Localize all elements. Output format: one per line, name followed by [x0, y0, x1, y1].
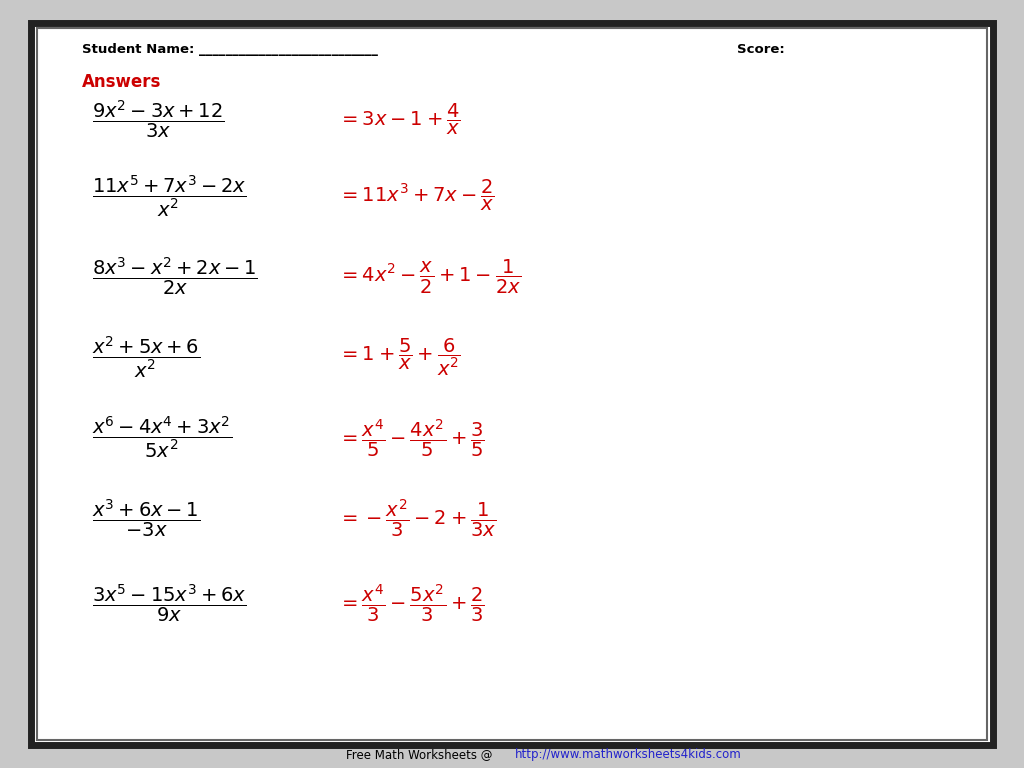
Text: $= 4x^2 - \dfrac{x}{2} + 1 - \dfrac{1}{2x}$: $= 4x^2 - \dfrac{x}{2} + 1 - \dfrac{1}{2…	[338, 257, 521, 296]
Text: $\dfrac{9x^2 - 3x + 12}{3x}$: $\dfrac{9x^2 - 3x + 12}{3x}$	[92, 98, 225, 140]
Text: Score:: Score:	[737, 44, 785, 56]
Text: Answers: Answers	[82, 73, 162, 91]
Text: $\dfrac{11x^5 + 7x^3 - 2x}{x^2}$: $\dfrac{11x^5 + 7x^3 - 2x}{x^2}$	[92, 173, 247, 219]
Text: $\dfrac{x^3 + 6x - 1}{-3x}$: $\dfrac{x^3 + 6x - 1}{-3x}$	[92, 498, 201, 539]
Text: Free Math Worksheets @: Free Math Worksheets @	[346, 748, 497, 760]
Text: $\dfrac{8x^3 - x^2 + 2x - 1}{2x}$: $\dfrac{8x^3 - x^2 + 2x - 1}{2x}$	[92, 256, 258, 297]
Text: $= 11x^3 + 7x - \dfrac{2}{x}$: $= 11x^3 + 7x - \dfrac{2}{x}$	[338, 178, 495, 214]
Text: $\dfrac{3x^5 - 15x^3 + 6x}{9x}$: $\dfrac{3x^5 - 15x^3 + 6x}{9x}$	[92, 582, 247, 624]
Text: $= 1 + \dfrac{5}{x} + \dfrac{6}{x^2}$: $= 1 + \dfrac{5}{x} + \dfrac{6}{x^2}$	[338, 336, 461, 378]
Text: $\dfrac{x^2 + 5x + 6}{x^2}$: $\dfrac{x^2 + 5x + 6}{x^2}$	[92, 334, 201, 380]
Text: Student Name: ___________________________: Student Name: __________________________…	[82, 44, 378, 56]
Text: http://www.mathworksheets4kids.com: http://www.mathworksheets4kids.com	[515, 748, 741, 760]
Text: $= \dfrac{x^4}{3} - \dfrac{5x^2}{3} + \dfrac{2}{3}$: $= \dfrac{x^4}{3} - \dfrac{5x^2}{3} + \d…	[338, 582, 484, 624]
Text: $= \dfrac{x^4}{5} - \dfrac{4x^2}{5} + \dfrac{3}{5}$: $= \dfrac{x^4}{5} - \dfrac{4x^2}{5} + \d…	[338, 417, 484, 458]
Text: $= 3x - 1 + \dfrac{4}{x}$: $= 3x - 1 + \dfrac{4}{x}$	[338, 101, 461, 137]
Text: $\dfrac{x^6 - 4x^4 + 3x^2}{5x^2}$: $\dfrac{x^6 - 4x^4 + 3x^2}{5x^2}$	[92, 415, 232, 461]
Text: $= -\dfrac{x^2}{3} - 2 + \dfrac{1}{3x}$: $= -\dfrac{x^2}{3} - 2 + \dfrac{1}{3x}$	[338, 498, 497, 539]
